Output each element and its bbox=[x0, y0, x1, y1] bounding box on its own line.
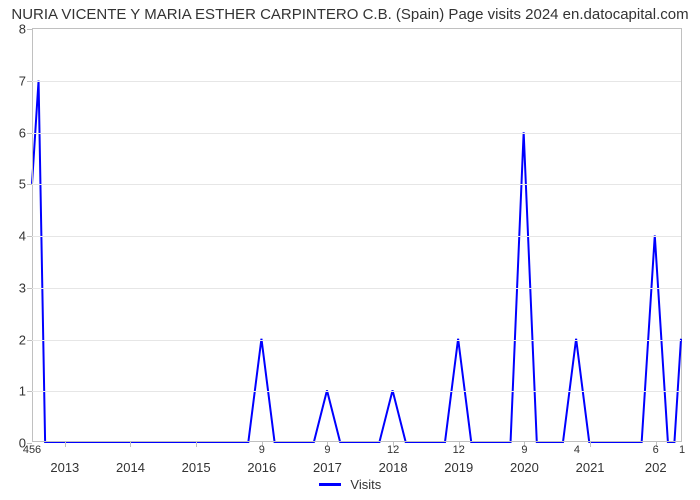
value-label: 9 bbox=[324, 444, 330, 456]
gridline bbox=[32, 133, 681, 134]
y-tick bbox=[27, 81, 32, 82]
y-tick-label: 2 bbox=[19, 332, 26, 347]
y-tick bbox=[27, 133, 32, 134]
y-tick bbox=[27, 340, 32, 341]
legend-swatch bbox=[319, 483, 341, 486]
x-tick bbox=[65, 442, 66, 447]
chart-container: NURIA VICENTE Y MARIA ESTHER CARPINTERO … bbox=[0, 0, 700, 500]
x-tick bbox=[196, 442, 197, 447]
x-tick-label: 2019 bbox=[444, 460, 473, 475]
chart-title: NURIA VICENTE Y MARIA ESTHER CARPINTERO … bbox=[0, 6, 700, 23]
y-tick-label: 1 bbox=[19, 384, 26, 399]
y-tick bbox=[27, 236, 32, 237]
x-tick-label: 2018 bbox=[379, 460, 408, 475]
y-tick bbox=[27, 184, 32, 185]
x-tick-label: 2016 bbox=[247, 460, 276, 475]
x-tick-label: 2020 bbox=[510, 460, 539, 475]
y-tick-label: 7 bbox=[19, 73, 26, 88]
x-tick-label: 2015 bbox=[182, 460, 211, 475]
gridline bbox=[32, 236, 681, 237]
x-tick bbox=[590, 442, 591, 447]
value-label: 456 bbox=[23, 444, 41, 456]
value-label: 6 bbox=[653, 444, 659, 456]
gridline bbox=[32, 391, 681, 392]
x-tick-label: 202 bbox=[645, 460, 667, 475]
y-tick bbox=[27, 288, 32, 289]
plot-area: 0123456782013201420152016201720182019202… bbox=[32, 28, 682, 442]
value-label: 9 bbox=[521, 444, 527, 456]
y-tick-label: 4 bbox=[19, 229, 26, 244]
y-tick-label: 6 bbox=[19, 125, 26, 140]
gridline bbox=[32, 288, 681, 289]
value-label: 9 bbox=[259, 444, 265, 456]
gridline bbox=[32, 184, 681, 185]
value-label: 4 bbox=[574, 444, 580, 456]
legend-label: Visits bbox=[350, 477, 381, 492]
y-tick-label: 5 bbox=[19, 177, 26, 192]
x-tick-label: 2021 bbox=[576, 460, 605, 475]
x-tick bbox=[130, 442, 131, 447]
y-tick bbox=[27, 391, 32, 392]
y-tick-label: 3 bbox=[19, 280, 26, 295]
gridline bbox=[32, 81, 681, 82]
y-tick-label: 8 bbox=[19, 22, 26, 37]
x-tick-label: 2017 bbox=[313, 460, 342, 475]
x-tick-label: 2013 bbox=[50, 460, 79, 475]
legend: Visits bbox=[0, 476, 700, 492]
x-tick-label: 2014 bbox=[116, 460, 145, 475]
gridline bbox=[32, 340, 681, 341]
value-label: 12 bbox=[453, 444, 465, 456]
x-axis bbox=[32, 441, 681, 442]
value-label: 12 bbox=[387, 444, 399, 456]
value-label: 1 bbox=[679, 444, 685, 456]
y-tick bbox=[27, 29, 32, 30]
